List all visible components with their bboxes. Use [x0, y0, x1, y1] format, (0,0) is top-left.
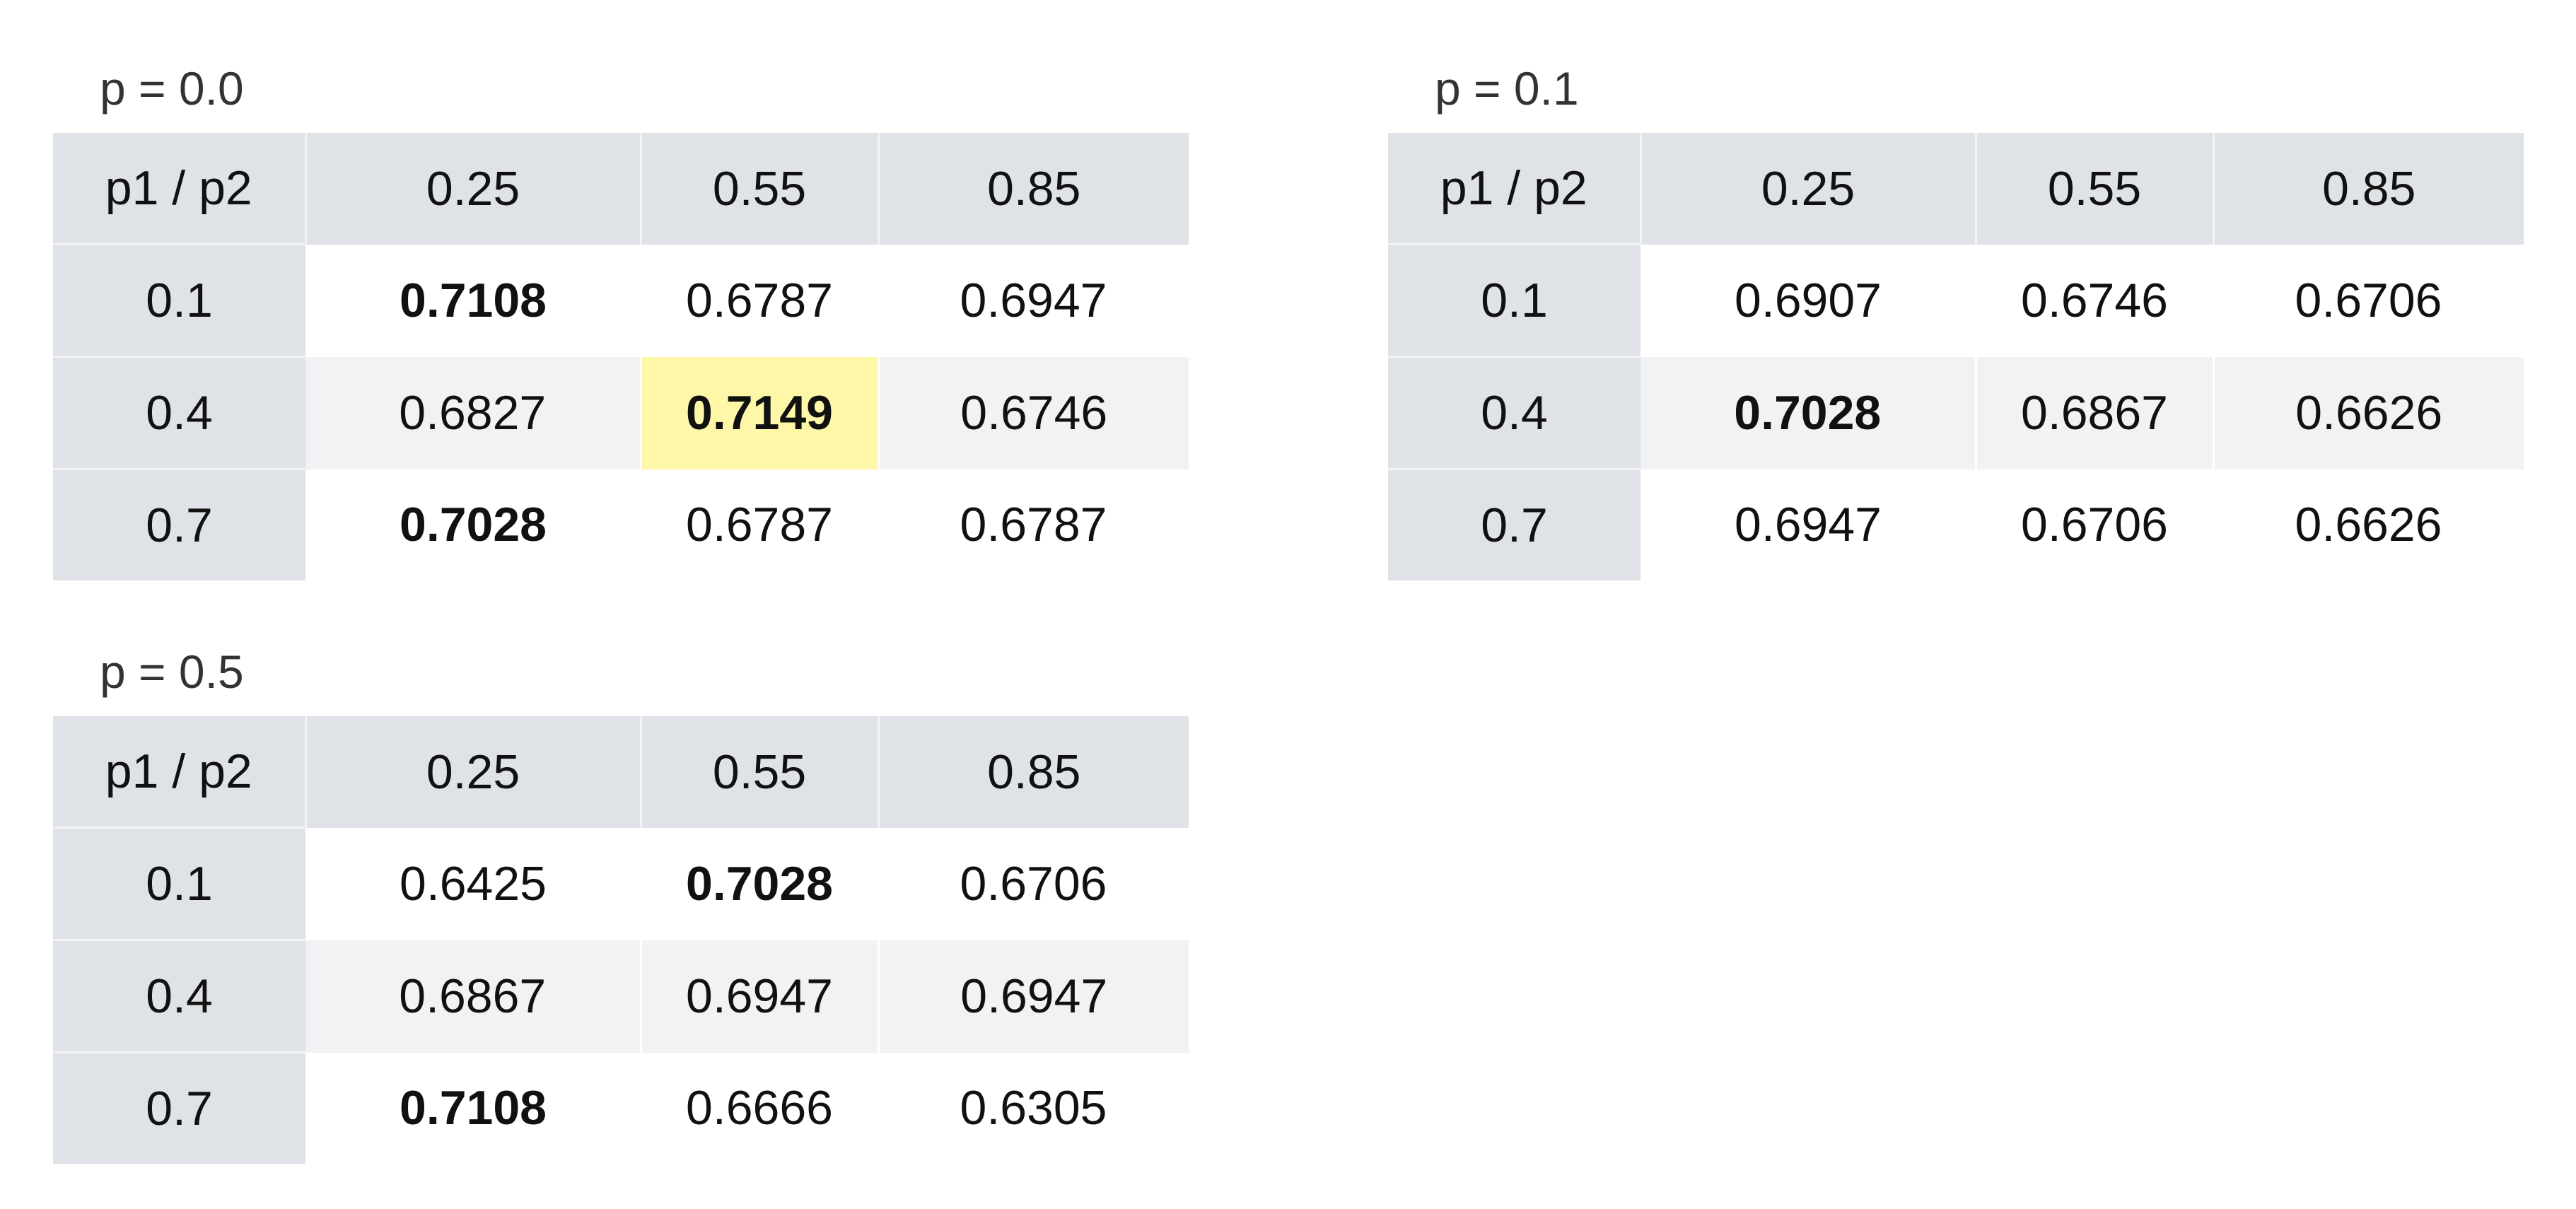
row-header: 0.7: [53, 1051, 305, 1164]
table-cell: 0.6947: [878, 244, 1189, 357]
table-row: 0.4 0.7028 0.6867 0.6626: [1388, 356, 2524, 469]
row-header: 0.7: [53, 468, 305, 580]
table-cell: 0.7108: [305, 1052, 641, 1164]
row-header: 0.1: [53, 243, 305, 357]
table-cell: 0.6787: [641, 244, 878, 357]
table-cell: 0.6425: [305, 827, 641, 940]
header-row: p1 / p2 0.25 0.55 0.85: [1388, 133, 2524, 245]
table-cell: 0.7108: [305, 244, 641, 357]
column-header: 0.85: [877, 716, 1189, 828]
table-row: 0.1 0.6907 0.6746 0.6706: [1388, 243, 2524, 357]
table-cell: 0.6947: [877, 940, 1189, 1053]
column-header: 0.55: [1974, 133, 2213, 245]
table-cell: 0.6907: [1640, 244, 1976, 357]
header-row: p1 / p2 0.25 0.55 0.85: [53, 133, 1189, 245]
table-panel-p-0-1: p = 0.1 p1 / p2 0.25 0.55 0.85 0.1 0.690…: [1388, 57, 2524, 580]
table-cell: 0.6305: [878, 1052, 1189, 1164]
results-table: p1 / p2 0.25 0.55 0.85 0.1 0.7108 0.6787…: [53, 133, 1189, 580]
column-header: 0.25: [1639, 133, 1976, 245]
table-cell: 0.6787: [641, 469, 878, 580]
column-header: 0.55: [639, 716, 878, 828]
row-header: 0.1: [53, 827, 305, 940]
column-header: 0.25: [304, 133, 641, 245]
table-row: 0.1 0.7108 0.6787 0.6947: [53, 243, 1189, 357]
table-cell: 0.6626: [2213, 469, 2524, 580]
table-cell: 0.6706: [878, 827, 1189, 940]
table-cell: 0.7028: [305, 469, 641, 580]
row-header: 0.4: [53, 939, 305, 1053]
column-header: 0.85: [877, 133, 1189, 245]
table-cell: 0.6706: [1976, 469, 2213, 580]
table-cell: 0.6867: [1974, 356, 2213, 469]
table-cell: 0.7149: [639, 356, 878, 469]
table-row: 0.7 0.7108 0.6666 0.6305: [53, 1051, 1189, 1164]
results-table: p1 / p2 0.25 0.55 0.85 0.1 0.6425 0.7028…: [53, 716, 1189, 1164]
header-row: p1 / p2 0.25 0.55 0.85: [53, 716, 1189, 828]
table-cell: 0.6626: [2212, 356, 2524, 469]
panel-title: p = 0.0: [100, 62, 244, 115]
table-row: 0.4 0.6827 0.7149 0.6746: [53, 356, 1189, 469]
table-cell: 0.6947: [1640, 469, 1976, 580]
table-row: 0.1 0.6425 0.7028 0.6706: [53, 827, 1189, 940]
row-header: 0.7: [1388, 468, 1640, 580]
table-cell: 0.7028: [1640, 356, 1976, 469]
row-header: 0.4: [1388, 356, 1640, 469]
table-cell: 0.6666: [641, 1052, 878, 1164]
row-header: 0.4: [53, 356, 305, 469]
column-header: 0.55: [639, 133, 878, 245]
table-cell: 0.6746: [1976, 244, 2213, 357]
column-header: 0.85: [2212, 133, 2524, 245]
column-header: 0.25: [304, 716, 641, 828]
row-header: 0.1: [1388, 243, 1640, 357]
table-cell: 0.6947: [639, 940, 878, 1053]
table-cell: 0.6746: [877, 356, 1189, 469]
table-row: 0.7 0.7028 0.6787 0.6787: [53, 468, 1189, 580]
table-panel-p-0-5: p = 0.5 p1 / p2 0.25 0.55 0.85 0.1 0.642…: [53, 640, 1189, 1164]
corner-header: p1 / p2: [53, 133, 305, 245]
table-cell: 0.6787: [878, 469, 1189, 580]
panel-title: p = 0.5: [100, 646, 244, 698]
table-cell: 0.7028: [641, 827, 878, 940]
table-panel-p-0-0: p = 0.0 p1 / p2 0.25 0.55 0.85 0.1 0.710…: [53, 57, 1189, 580]
table-cell: 0.6827: [305, 356, 641, 469]
table-cell: 0.6867: [305, 940, 641, 1053]
results-table: p1 / p2 0.25 0.55 0.85 0.1 0.6907 0.6746…: [1388, 133, 2524, 580]
panel-title: p = 0.1: [1435, 62, 1579, 115]
corner-header: p1 / p2: [53, 716, 305, 828]
corner-header: p1 / p2: [1388, 133, 1640, 245]
table-row: 0.4 0.6867 0.6947 0.6947: [53, 939, 1189, 1053]
table-cell: 0.6706: [2213, 244, 2524, 357]
table-row: 0.7 0.6947 0.6706 0.6626: [1388, 468, 2524, 580]
